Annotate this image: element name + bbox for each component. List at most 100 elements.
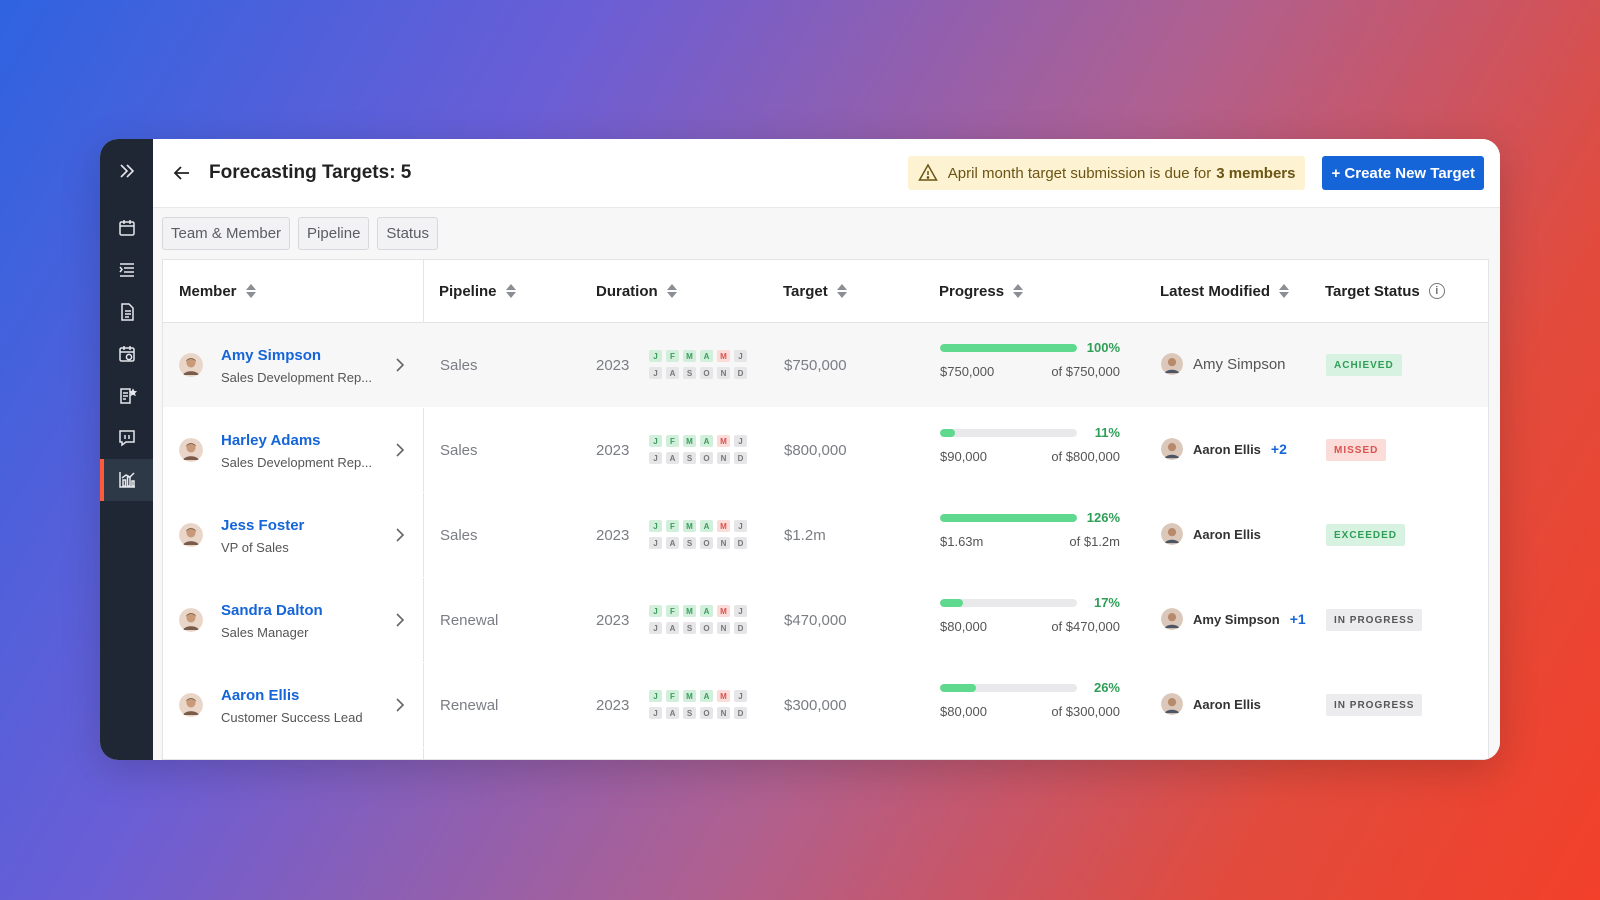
month-chip: D bbox=[734, 452, 747, 464]
table-row: Amy Simpson Sales Development Rep... Sal… bbox=[163, 323, 1488, 408]
month-chip: O bbox=[700, 707, 713, 719]
sort-icon bbox=[1013, 284, 1024, 298]
message-icon bbox=[118, 430, 135, 447]
progress-cell: 11% $90,000 of $800,000 bbox=[940, 425, 1120, 464]
month-chip: J bbox=[649, 690, 662, 702]
progress-of-target: of $300,000 bbox=[1051, 704, 1120, 719]
column-header-pipeline[interactable]: Pipeline bbox=[439, 283, 516, 300]
modified-by-name: Aaron Ellis bbox=[1193, 526, 1261, 542]
modified-by-extra[interactable]: +1 bbox=[1289, 611, 1306, 627]
month-chip: A bbox=[700, 605, 713, 617]
sidebar-item-messages[interactable] bbox=[100, 417, 153, 459]
double-chevron-right-icon bbox=[119, 164, 134, 178]
progress-achieved: $80,000 bbox=[940, 704, 987, 719]
chevron-right-icon[interactable] bbox=[393, 696, 407, 714]
pipeline-cell: Sales bbox=[440, 527, 478, 544]
page-title: Forecasting Targets: 5 bbox=[209, 162, 412, 183]
month-chip: F bbox=[666, 350, 679, 362]
filter-team-member[interactable]: Team & Member bbox=[162, 217, 291, 250]
sidebar-item-list[interactable] bbox=[100, 249, 153, 291]
modified-by-name: Aaron Ellis bbox=[1193, 696, 1261, 712]
month-chip: M bbox=[717, 520, 730, 532]
month-chip: J bbox=[649, 435, 662, 447]
avatar bbox=[179, 438, 203, 462]
avatar bbox=[179, 353, 203, 377]
status-badge: EXCEEDED bbox=[1326, 524, 1406, 546]
sort-icon bbox=[1279, 284, 1290, 298]
column-divider bbox=[423, 260, 424, 759]
progress-cell: 100% $750,000 of $750,000 bbox=[940, 340, 1120, 379]
sidebar-item-forecasting[interactable] bbox=[100, 459, 153, 501]
latest-modified-cell: Aaron Ellis bbox=[1161, 693, 1261, 715]
progress-bar bbox=[940, 344, 1077, 352]
progress-percent: 17% bbox=[1093, 595, 1120, 610]
avatar bbox=[179, 608, 203, 632]
month-chip: D bbox=[734, 622, 747, 634]
month-chip: J bbox=[649, 605, 662, 617]
member-name-link[interactable]: Aaron Ellis bbox=[221, 687, 300, 704]
modified-by-extra[interactable]: +2 bbox=[1270, 441, 1287, 457]
filter-pipeline[interactable]: Pipeline bbox=[298, 217, 370, 250]
target-cell: $1.2m bbox=[784, 527, 826, 544]
modified-by-name: Aaron Ellis bbox=[1193, 441, 1261, 457]
month-chip: J bbox=[734, 350, 747, 362]
column-header-target[interactable]: Target bbox=[783, 283, 847, 300]
month-chip: A bbox=[666, 707, 679, 719]
month-chip: D bbox=[734, 537, 747, 549]
progress-percent: 100% bbox=[1086, 340, 1120, 355]
column-header-progress[interactable]: Progress bbox=[939, 283, 1024, 300]
month-chip: A bbox=[666, 452, 679, 464]
target-cell: $750,000 bbox=[784, 357, 847, 374]
column-header-member[interactable]: Member bbox=[179, 283, 256, 300]
member-name-link[interactable]: Jess Foster bbox=[221, 517, 305, 534]
sidebar-item-calendar[interactable] bbox=[100, 207, 153, 249]
create-new-target-button[interactable]: + Create New Target bbox=[1322, 156, 1484, 190]
month-chip: N bbox=[717, 452, 730, 464]
member-name-link[interactable]: Amy Simpson bbox=[221, 347, 322, 364]
expand-sidebar-button[interactable] bbox=[100, 153, 153, 189]
duration-year: 2023 bbox=[596, 357, 630, 374]
chevron-right-icon[interactable] bbox=[393, 441, 407, 459]
column-label: Latest Modified bbox=[1160, 282, 1271, 300]
member-name-link[interactable]: Harley Adams bbox=[221, 432, 321, 449]
sidebar-item-starred-notes[interactable] bbox=[100, 375, 153, 417]
month-chip: A bbox=[666, 367, 679, 379]
column-label: Target Status bbox=[1325, 282, 1420, 300]
document-icon bbox=[120, 303, 134, 321]
status-badge: MISSED bbox=[1326, 439, 1387, 461]
duration-year: 2023 bbox=[596, 442, 630, 459]
status-badge: IN PROGRESS bbox=[1326, 694, 1423, 716]
column-header-latest-modified[interactable]: Latest Modified bbox=[1160, 282, 1290, 300]
progress-achieved: $750,000 bbox=[940, 364, 995, 379]
member-role: Sales Development Rep... bbox=[221, 455, 373, 470]
target-cell: $300,000 bbox=[784, 697, 847, 714]
progress-bar-fill bbox=[940, 344, 1077, 352]
month-chip: S bbox=[683, 622, 696, 634]
arrow-left-icon bbox=[173, 166, 189, 180]
table-row: Aaron Ellis Customer Success Lead Renewa… bbox=[163, 663, 1488, 748]
member-role: Sales Development Rep... bbox=[221, 370, 373, 385]
back-button[interactable] bbox=[169, 160, 195, 186]
column-header-duration[interactable]: Duration bbox=[596, 283, 677, 300]
alert-highlight: 3 members bbox=[1216, 164, 1296, 182]
pipeline-cell: Renewal bbox=[440, 612, 499, 629]
chevron-right-icon[interactable] bbox=[393, 526, 407, 544]
progress-achieved: $1.63m bbox=[940, 534, 984, 549]
submission-alert: April month target submission is due for… bbox=[907, 156, 1306, 190]
month-chip: D bbox=[734, 367, 747, 379]
month-chip: N bbox=[717, 367, 730, 379]
progress-of-target: of $750,000 bbox=[1051, 364, 1120, 379]
chevron-right-icon[interactable] bbox=[393, 356, 407, 374]
filter-status[interactable]: Status bbox=[377, 217, 438, 250]
progress-bar bbox=[940, 684, 1077, 692]
member-role: Sales Manager bbox=[221, 625, 309, 640]
chevron-right-icon[interactable] bbox=[393, 611, 407, 629]
info-icon[interactable]: i bbox=[1428, 283, 1445, 299]
month-chip: A bbox=[666, 622, 679, 634]
member-name-link[interactable]: Sandra Dalton bbox=[221, 602, 323, 619]
sidebar-item-documents[interactable] bbox=[100, 291, 153, 333]
progress-bar bbox=[940, 429, 1077, 437]
progress-percent: 126% bbox=[1086, 510, 1120, 525]
sidebar-item-schedule[interactable] bbox=[100, 333, 153, 375]
